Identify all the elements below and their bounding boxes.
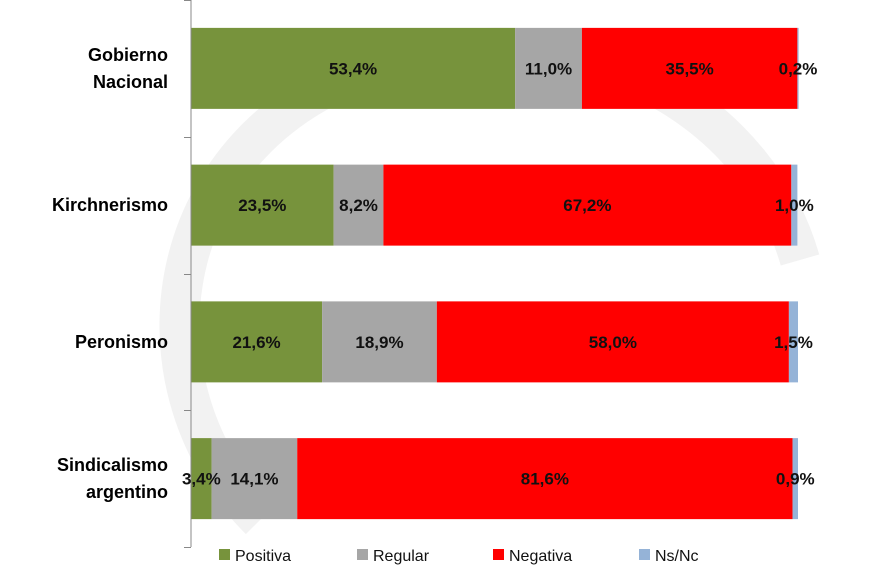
bar-segment-regular <box>515 27 582 109</box>
legend-swatch <box>357 549 368 560</box>
legend-label: Regular <box>373 548 430 565</box>
bar-segment-nsnc <box>797 27 799 109</box>
category-label: argentino <box>86 482 168 502</box>
data-label: 67,2% <box>563 196 611 215</box>
data-label: 58,0% <box>589 333 637 352</box>
bar-segment-positiva <box>191 164 334 246</box>
data-label: 23,5% <box>238 196 286 215</box>
data-label: 53,4% <box>329 59 377 78</box>
bar-segment-positiva <box>191 438 212 520</box>
category-label: Sindicalismo <box>57 455 168 475</box>
bar-segment-negativa <box>383 164 792 246</box>
legend-swatch <box>639 549 650 560</box>
legend-swatch <box>493 549 504 560</box>
legend-swatch <box>219 549 230 560</box>
data-label: 1,5% <box>774 333 813 352</box>
category-label: Nacional <box>93 72 168 92</box>
bar-segment-negativa <box>297 438 793 520</box>
data-label: 21,6% <box>232 333 280 352</box>
bar-segment-regular <box>333 164 384 246</box>
legend-label: Negativa <box>509 548 572 565</box>
bar-segment-positiva <box>191 27 516 109</box>
data-label: 14,1% <box>230 470 278 489</box>
category-label: Peronismo <box>75 332 168 352</box>
category-label: Kirchnerismo <box>52 195 168 215</box>
data-label: 0,9% <box>776 470 815 489</box>
bar-segment-regular <box>211 438 298 520</box>
data-label: 18,9% <box>355 333 403 352</box>
data-label: 0,2% <box>779 59 818 78</box>
legend-label: Ns/Nc <box>655 548 699 565</box>
bar-segment-nsnc <box>791 164 798 246</box>
bar-segment-regular <box>322 301 437 383</box>
data-label: 1,0% <box>775 196 814 215</box>
bar-segment-nsnc <box>792 438 798 520</box>
bar-segment-nsnc <box>788 301 798 383</box>
data-label: 35,5% <box>666 59 714 78</box>
data-label: 11,0% <box>525 59 572 78</box>
data-label: 81,6% <box>521 470 569 489</box>
bar-segment-negativa <box>581 27 798 109</box>
data-label: 8,2% <box>339 196 378 215</box>
legend-label: Positiva <box>235 548 291 565</box>
data-label: 3,4% <box>182 470 221 489</box>
category-label: Gobierno <box>88 45 168 65</box>
bar-segment-negativa <box>436 301 789 383</box>
bar-segment-positiva <box>191 301 323 383</box>
